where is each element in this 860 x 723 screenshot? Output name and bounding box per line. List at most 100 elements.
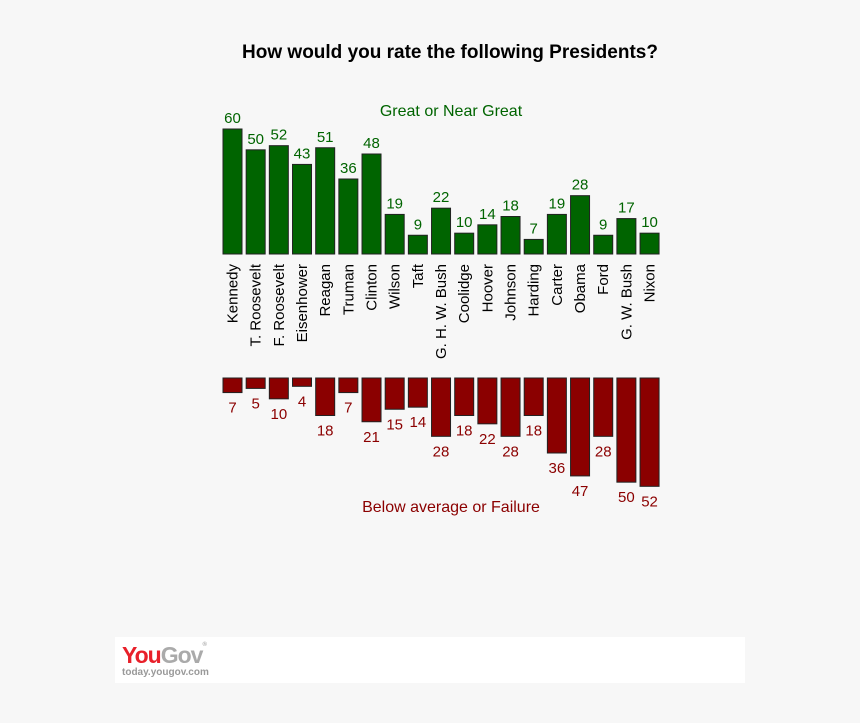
great-bar bbox=[222, 128, 243, 255]
president-label: Hoover bbox=[479, 264, 496, 312]
great-value-label: 48 bbox=[363, 135, 380, 152]
failure-bar bbox=[616, 377, 637, 483]
president-label: Ford bbox=[595, 264, 612, 295]
great-value-label: 36 bbox=[340, 160, 357, 177]
failure-value-label: 18 bbox=[317, 423, 334, 440]
great-value-label: 10 bbox=[641, 214, 658, 231]
failure-value-label: 50 bbox=[618, 489, 635, 506]
great-bar bbox=[245, 149, 266, 255]
failure-bar bbox=[570, 377, 591, 477]
great-value-label: 9 bbox=[599, 216, 607, 233]
legend-failure: Below average or Failure bbox=[362, 499, 540, 516]
great-bar bbox=[639, 232, 660, 255]
great-value-label: 60 bbox=[224, 110, 241, 127]
great-value-label: 19 bbox=[549, 195, 566, 212]
president-label: G. H. W. Bush bbox=[433, 264, 450, 359]
failure-bar bbox=[292, 377, 313, 387]
great-value-label: 28 bbox=[572, 177, 589, 194]
failure-value-label: 5 bbox=[251, 395, 259, 412]
failure-value-label: 21 bbox=[363, 429, 380, 446]
failure-value-label: 22 bbox=[479, 431, 496, 448]
great-bar bbox=[477, 224, 498, 255]
great-value-label: 51 bbox=[317, 129, 334, 146]
president-label: F. Roosevelt bbox=[271, 263, 288, 346]
great-bar bbox=[384, 213, 405, 255]
president-label: Truman bbox=[340, 264, 357, 315]
failure-value-label: 28 bbox=[433, 443, 450, 460]
great-value-label: 17 bbox=[618, 200, 635, 217]
footer-banner: YouGov® today.yougov.com bbox=[115, 637, 745, 683]
great-value-label: 14 bbox=[479, 206, 496, 223]
failure-bar bbox=[639, 377, 660, 487]
great-bar bbox=[593, 234, 614, 255]
president-label: Kennedy bbox=[225, 264, 242, 324]
failure-value-label: 18 bbox=[525, 423, 542, 440]
great-bar bbox=[570, 195, 591, 255]
great-bar bbox=[546, 213, 567, 255]
great-bar bbox=[407, 234, 428, 255]
failure-value-label: 15 bbox=[386, 416, 403, 433]
failure-bar bbox=[454, 377, 475, 416]
failure-bar bbox=[245, 377, 266, 389]
great-value-label: 10 bbox=[456, 214, 473, 231]
president-label: Johnson bbox=[503, 264, 520, 321]
president-label: Taft bbox=[410, 263, 427, 288]
great-bar bbox=[361, 153, 382, 255]
failure-bar bbox=[546, 377, 567, 454]
failure-value-label: 7 bbox=[344, 400, 352, 417]
failure-value-label: 4 bbox=[298, 393, 306, 410]
failure-value-label: 10 bbox=[270, 406, 287, 423]
failure-bar bbox=[361, 377, 382, 423]
failure-value-label: 18 bbox=[456, 423, 473, 440]
great-value-label: 43 bbox=[294, 145, 311, 162]
great-value-label: 18 bbox=[502, 198, 519, 215]
great-bar bbox=[454, 232, 475, 255]
failure-value-label: 36 bbox=[549, 460, 566, 477]
president-label: Eisenhower bbox=[294, 264, 311, 342]
failure-value-label: 14 bbox=[410, 414, 427, 431]
failure-bar bbox=[593, 377, 614, 437]
failure-value-label: 28 bbox=[595, 443, 612, 460]
yougov-logo: YouGov® bbox=[122, 642, 207, 668]
president-label: T. Roosevelt bbox=[248, 263, 265, 346]
failure-bar bbox=[500, 377, 521, 437]
great-bar bbox=[431, 207, 452, 255]
great-bar bbox=[338, 178, 359, 255]
great-value-label: 7 bbox=[530, 220, 538, 237]
failure-bar bbox=[407, 377, 428, 408]
great-value-label: 52 bbox=[270, 127, 287, 144]
great-bar bbox=[523, 238, 544, 255]
failure-bar bbox=[477, 377, 498, 425]
great-bar bbox=[292, 163, 313, 255]
great-bar bbox=[500, 216, 521, 255]
failure-bar bbox=[384, 377, 405, 410]
president-label: Obama bbox=[572, 263, 589, 313]
failure-bar bbox=[338, 377, 359, 394]
failure-value-label: 47 bbox=[572, 483, 589, 500]
great-value-label: 19 bbox=[386, 195, 403, 212]
failure-bar bbox=[315, 377, 336, 416]
failure-value-label: 28 bbox=[502, 443, 519, 460]
president-label: Nixon bbox=[642, 264, 659, 302]
failure-bar bbox=[431, 377, 452, 437]
president-label: Harding bbox=[526, 264, 543, 317]
president-label: Reagan bbox=[317, 264, 334, 317]
president-label: Coolidge bbox=[456, 264, 473, 323]
failure-value-label: 52 bbox=[641, 493, 658, 510]
great-value-label: 50 bbox=[247, 131, 264, 148]
footer-url: today.yougov.com bbox=[122, 667, 209, 678]
president-label: Clinton bbox=[364, 264, 381, 311]
diverging-bar-chart: How would you rate the following Preside… bbox=[222, 42, 660, 516]
legend-great: Great or Near Great bbox=[380, 103, 523, 120]
chart-title: How would you rate the following Preside… bbox=[242, 42, 658, 63]
failure-bar bbox=[523, 377, 544, 416]
president-label: G. W. Bush bbox=[618, 264, 635, 340]
great-value-label: 9 bbox=[414, 216, 422, 233]
great-bar bbox=[268, 145, 289, 255]
failure-bar bbox=[222, 377, 243, 394]
failure-value-label: 7 bbox=[228, 400, 236, 417]
failure-bar bbox=[268, 377, 289, 400]
president-label: Wilson bbox=[387, 264, 404, 309]
great-bar bbox=[616, 218, 637, 255]
great-bar bbox=[315, 147, 336, 255]
